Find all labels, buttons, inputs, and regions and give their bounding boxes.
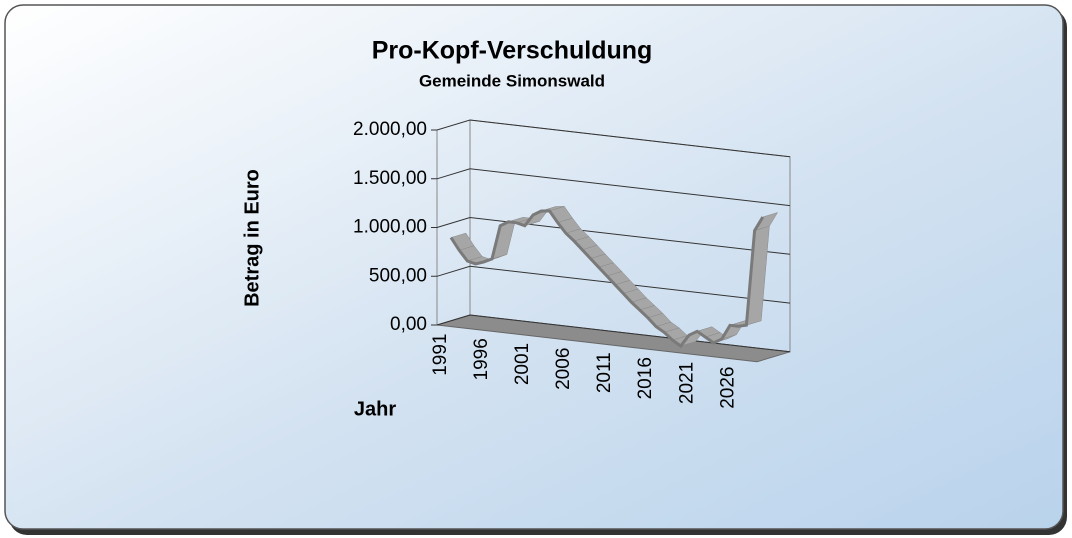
x-tick-label: 2006	[553, 348, 574, 390]
panel	[4, 4, 1064, 530]
x-tick-label: 2026	[717, 367, 738, 409]
x-tick-label: 2021	[676, 362, 697, 404]
x-tick-label: 2001	[512, 343, 533, 385]
plot: 0,00 500,00 1.000,00 1.500,00 2.000,00 1991 19…	[353, 119, 791, 409]
grid-line	[436, 168, 791, 207]
x-tick-label: 1991	[430, 334, 451, 376]
x-axis-label: Jahr	[354, 398, 396, 420]
y-axis-label: Betrag in Euro	[241, 169, 263, 307]
chart-title: Pro-Kopf-Verschuldung	[372, 37, 653, 65]
y-tick-label: 1.500,00	[353, 168, 427, 189]
grid-line	[436, 119, 791, 158]
chart-subtitle: Gemeinde Simonswald	[419, 71, 605, 90]
grid-line	[436, 265, 791, 304]
x-tick-label: 2011	[594, 352, 615, 393]
y-tick-label: 1.000,00	[353, 217, 427, 238]
y-tick-label: 2.000,00	[353, 119, 427, 140]
line-series	[449, 209, 765, 349]
x-tick-label: 2016	[635, 357, 656, 399]
grid-line	[436, 216, 791, 255]
y-tick-label: 0,00	[390, 314, 427, 335]
x-tick-label: 1996	[471, 338, 492, 380]
y-tick-label: 500,00	[369, 265, 427, 286]
